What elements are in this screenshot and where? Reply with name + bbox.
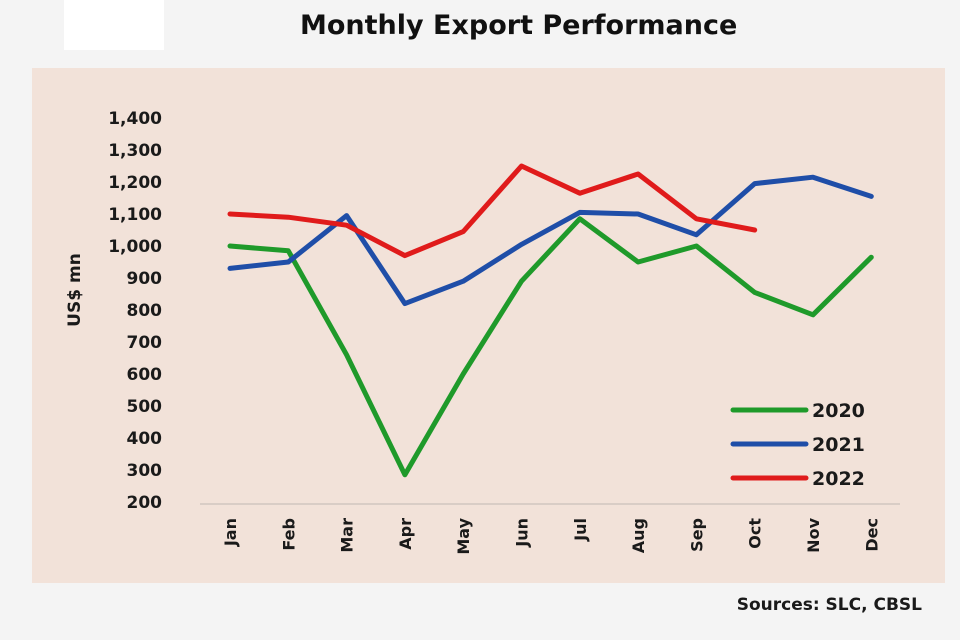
y-axis-ticks: 1,400 1,300 1,200 1,100 1,000 900 800 700 600 500… bbox=[108, 109, 162, 513]
x-tick-label: Oct bbox=[746, 518, 765, 549]
legend-label-2022: 2022 bbox=[812, 468, 865, 490]
y-tick-label: 200 bbox=[127, 493, 163, 513]
chart-title: Monthly Export Performance bbox=[300, 10, 738, 41]
y-tick-label: 1,000 bbox=[108, 237, 162, 257]
x-tick-label: Mar bbox=[338, 518, 357, 553]
y-tick-label: 1,100 bbox=[108, 205, 162, 225]
x-tick-label: Dec bbox=[862, 518, 881, 552]
y-tick-label: 700 bbox=[127, 333, 163, 353]
source-note: Sources: SLC, CBSL bbox=[736, 595, 922, 615]
plot-panel bbox=[32, 68, 945, 583]
white-patch bbox=[64, 0, 164, 50]
x-tick-label: Nov bbox=[804, 517, 823, 552]
x-tick-label: Jul bbox=[571, 518, 590, 542]
legend: 2020 2021 2022 bbox=[730, 400, 865, 490]
y-tick-label: 1,300 bbox=[108, 141, 162, 161]
y-tick-label: 400 bbox=[127, 429, 163, 449]
legend-label-2021: 2021 bbox=[812, 434, 865, 456]
x-tick-label: Apr bbox=[396, 518, 415, 550]
series-line-2020 bbox=[227, 216, 874, 478]
y-tick-label: 600 bbox=[127, 365, 163, 385]
y-tick-label: 1,200 bbox=[108, 173, 162, 193]
x-tick-label: Sep bbox=[687, 518, 706, 552]
x-tick-label: Jan bbox=[221, 518, 240, 547]
x-axis-ticks: Jan Feb Mar Apr May Jun Jul Aug Sep Oct Nov Dec bbox=[221, 517, 881, 554]
series-lines bbox=[227, 163, 874, 478]
legend-label-2020: 2020 bbox=[812, 400, 865, 422]
x-tick-label: Feb bbox=[279, 518, 298, 551]
series-line-2021 bbox=[227, 174, 874, 307]
y-tick-label: 900 bbox=[127, 269, 163, 289]
y-tick-label: 800 bbox=[127, 301, 163, 321]
y-tick-label: 1,400 bbox=[108, 109, 162, 129]
y-axis-label: US$ mn bbox=[65, 253, 85, 327]
x-tick-label: Aug bbox=[629, 518, 648, 553]
y-tick-label: 300 bbox=[127, 461, 163, 481]
y-tick-label: 500 bbox=[127, 397, 163, 417]
series-line-2022 bbox=[227, 163, 758, 259]
x-tick-label: Jun bbox=[513, 518, 532, 548]
x-tick-label: May bbox=[454, 517, 473, 554]
